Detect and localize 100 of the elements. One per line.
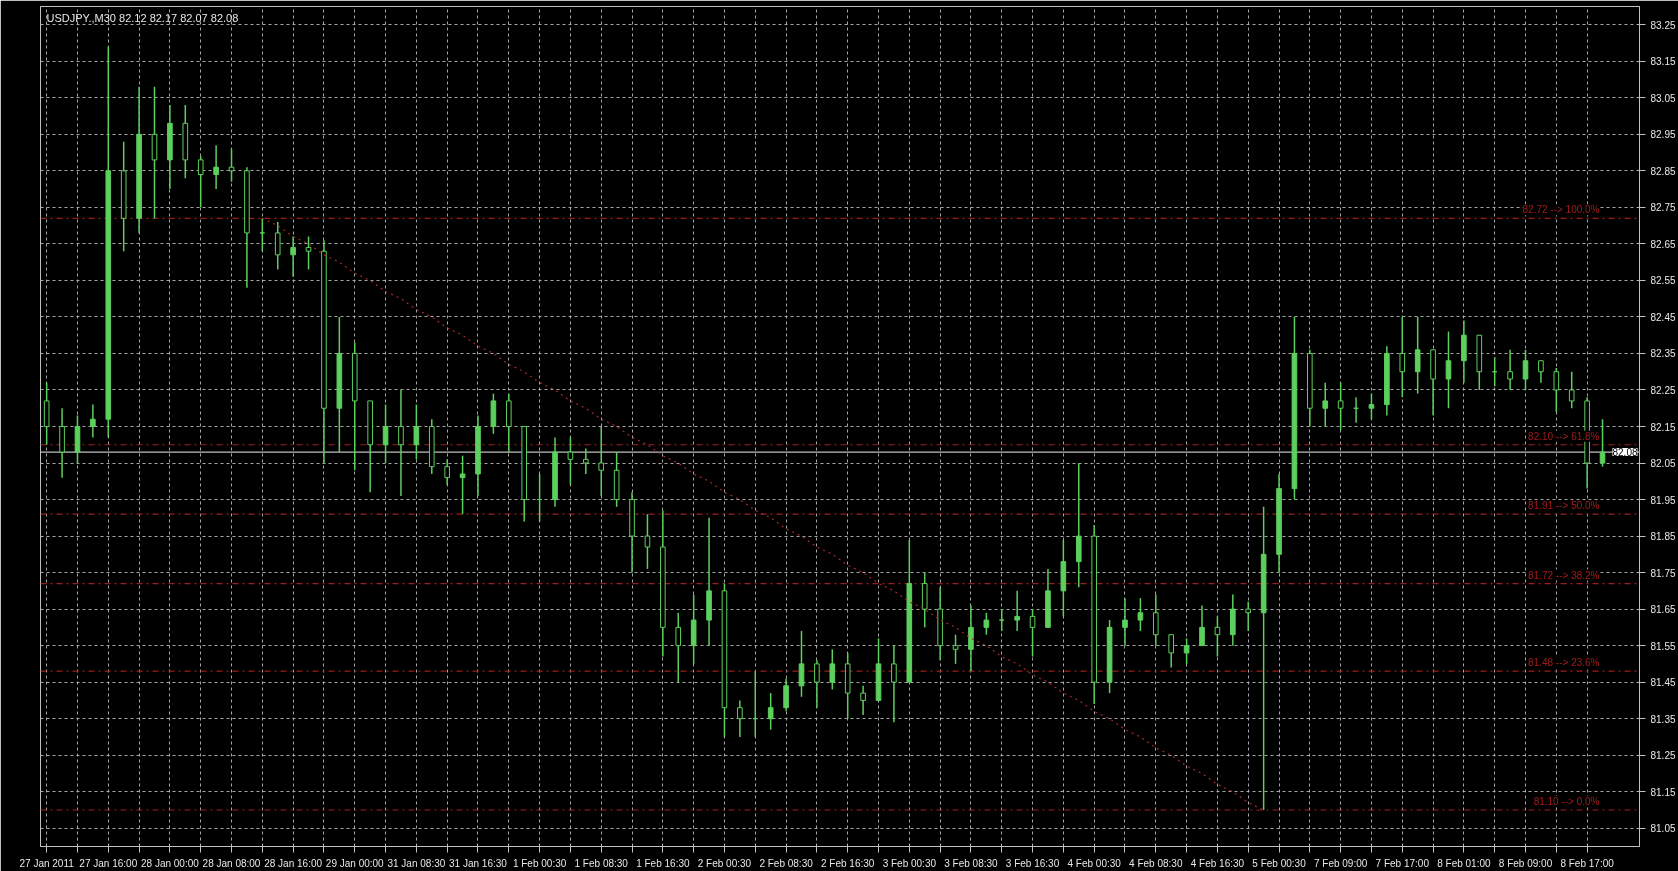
- x-tick-label: 8 Feb 17:00: [1560, 857, 1615, 869]
- ref-line-label: 81.48 --> 23.6%: [1528, 657, 1600, 669]
- candlestick: [814, 659, 820, 709]
- candlestick: [1245, 601, 1252, 632]
- x-tick-label: 8 Feb 01:00: [1437, 857, 1492, 869]
- candlestick: [1199, 604, 1205, 647]
- candlestick: [860, 685, 866, 716]
- y-tick-label: 81.05: [1650, 823, 1676, 835]
- y-tick-label: 82.85: [1650, 165, 1676, 177]
- candlestick: [197, 155, 204, 209]
- y-tick-label: 81.55: [1650, 640, 1676, 652]
- candlestick: [675, 612, 682, 683]
- candlestick: [305, 235, 312, 271]
- candlestick: [1507, 349, 1513, 391]
- candlestick: [1568, 370, 1575, 409]
- x-tick-label: 28 Jan 00:00: [140, 857, 200, 869]
- candlestick: [998, 608, 1005, 632]
- candlestick: [1414, 316, 1421, 395]
- candlestick: [1599, 418, 1606, 468]
- y-tick-label: 82.55: [1650, 275, 1676, 287]
- y-tick-label: 82.15: [1650, 421, 1676, 433]
- ref-line-label: 82.72 --> 100.0%: [1522, 204, 1600, 216]
- ref-line-label: 81.72 --> 38.2%: [1528, 569, 1600, 581]
- ref-line-label: 82.08: [1612, 447, 1638, 459]
- x-tick-label: 8 Feb 09:00: [1498, 857, 1553, 869]
- candlestick: [1168, 633, 1175, 669]
- candlestick: [952, 633, 959, 665]
- x-tick-label: 31 Jan 08:30: [387, 857, 446, 869]
- candlestick: [1122, 597, 1128, 647]
- x-tick-label: 2 Feb 16:30: [821, 857, 875, 869]
- candlestick: [783, 677, 789, 713]
- x-tick-label: 5 Feb 00:30: [1252, 857, 1307, 869]
- candlestick: [1029, 608, 1036, 658]
- candlestick: [567, 436, 574, 486]
- candlestick: [444, 458, 450, 486]
- ref-line-label: 81.10 --> 0.0%: [1533, 795, 1600, 807]
- y-tick-label: 81.85: [1650, 531, 1676, 543]
- candlestick: [459, 454, 466, 515]
- y-tick-label: 81.45: [1650, 677, 1676, 689]
- y-tick-label: 82.25: [1650, 384, 1676, 396]
- x-tick-label: 1 Feb 08:30: [574, 857, 629, 869]
- candlestick: [90, 403, 96, 439]
- y-tick-label: 83.15: [1650, 56, 1676, 68]
- candlestick: [829, 648, 836, 691]
- candlestick: [767, 692, 774, 731]
- y-tick-label: 82.05: [1650, 458, 1676, 470]
- y-tick-label: 83.25: [1650, 19, 1676, 31]
- y-tick-label: 81.95: [1650, 494, 1676, 506]
- y-tick-label: 81.25: [1650, 750, 1676, 762]
- y-tick-label: 82.45: [1650, 311, 1676, 323]
- x-tick-label: 3 Feb 08:30: [944, 857, 999, 869]
- x-tick-label: 2 Feb 08:30: [759, 857, 814, 869]
- candlestick: [1399, 316, 1406, 399]
- x-tick-label: 1 Feb 16:30: [636, 857, 690, 869]
- text: USDJPY.,M30 82.12 82.17 82.07 82.08: [46, 11, 239, 24]
- candlestick: [598, 425, 605, 497]
- x-tick-label: 4 Feb 16:30: [1190, 857, 1245, 869]
- candlestick: [1368, 392, 1375, 420]
- candlestick: [798, 630, 805, 698]
- x-tick-label: 4 Feb 00:30: [1067, 857, 1122, 869]
- x-tick-label: 29 Jan 00:00: [325, 857, 385, 869]
- y-tick-label: 81.15: [1650, 786, 1676, 798]
- x-tick-label: 28 Jan 16:00: [264, 857, 323, 869]
- candlestick: [398, 389, 404, 497]
- candlestick: [1538, 360, 1544, 384]
- x-tick-label: 28 Jan 08:00: [202, 857, 261, 869]
- candlestick: [382, 403, 389, 464]
- candlestick: [737, 699, 743, 738]
- line-series: [261, 217, 1265, 811]
- y-tick-label: 82.75: [1650, 202, 1676, 214]
- candlestick: [290, 235, 296, 278]
- candlestick: [1322, 381, 1329, 428]
- x-tick-label: 4 Feb 08:30: [1129, 857, 1183, 869]
- candlestick: [1183, 637, 1190, 665]
- candlestick: [1137, 597, 1144, 632]
- x-tick-label: 1 Feb 00:30: [512, 857, 567, 869]
- candlestick: [968, 604, 974, 672]
- y-tick-label: 82.95: [1650, 129, 1676, 141]
- y-tick-label: 81.75: [1650, 567, 1676, 579]
- y-tick-label: 82.35: [1650, 348, 1676, 360]
- candlestick: [983, 612, 990, 636]
- candlestick: [644, 513, 651, 570]
- candlestick: [413, 403, 420, 461]
- candlestick: [1152, 593, 1159, 647]
- ref-line-label: 81.91 --> 50.0%: [1528, 500, 1600, 512]
- x-tick-label: 27 Jan 2011: [19, 857, 75, 869]
- x-tick-label: 31 Jan 16:30: [449, 857, 508, 869]
- y-tick-label: 82.65: [1650, 238, 1676, 250]
- x-tick-label: 7 Feb 17:00: [1375, 857, 1430, 869]
- candlestick: [259, 217, 266, 252]
- x-tick-label: 27 Jan 16:00: [79, 857, 138, 869]
- candlestick: [1337, 381, 1344, 431]
- candlestick: [213, 144, 219, 190]
- y-tick-label: 81.65: [1650, 604, 1676, 616]
- x-tick-label: 7 Feb 09:00: [1313, 857, 1368, 869]
- candlestick: [891, 644, 897, 724]
- candlestick: [1014, 590, 1020, 632]
- x-tick-label: 2 Feb 00:30: [697, 857, 752, 869]
- candlestick: [274, 221, 281, 271]
- candlestick: [1214, 615, 1221, 658]
